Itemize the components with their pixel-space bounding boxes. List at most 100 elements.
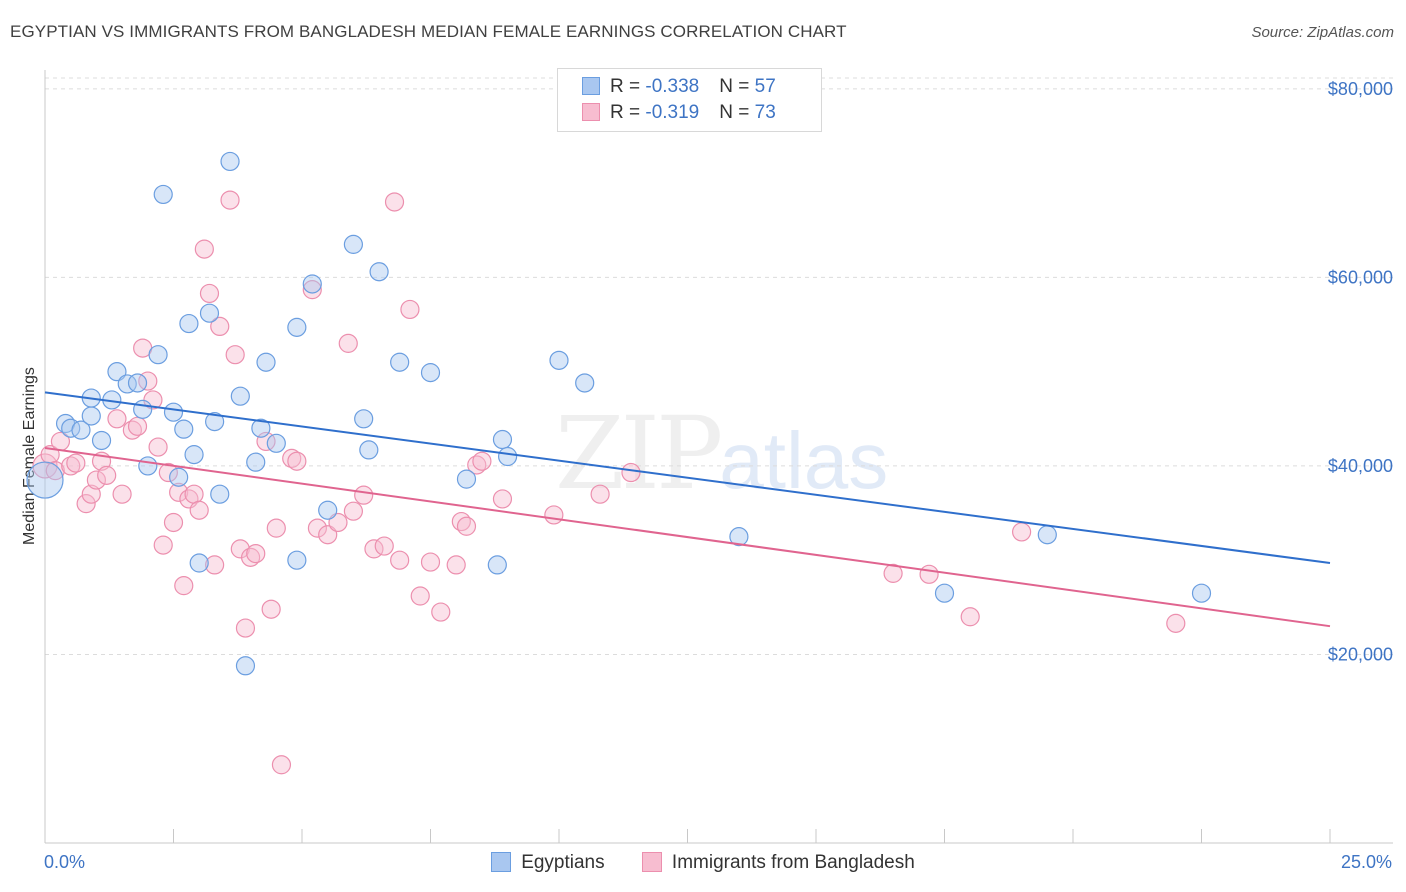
trend-lines (44, 391, 1331, 628)
x-tick-label-min: 0.0% (44, 852, 86, 872)
bangladesh-point (431, 602, 451, 622)
egyptians-legend-label: Egyptians (521, 852, 605, 873)
bangladesh-point (492, 489, 513, 509)
bangladesh-legend-swatch (641, 852, 662, 872)
egyptians-point (354, 409, 374, 429)
egyptians-point (492, 429, 513, 450)
bangladesh-point (246, 543, 266, 564)
legend-row-bangladesh: R = -0.319 N = 73 (582, 102, 776, 124)
bangladesh-legend-label: Immigrants from Bangladesh (671, 852, 915, 873)
grid-lines (45, 77, 1393, 655)
egyptians-points (26, 151, 1212, 676)
bangladesh-points (32, 190, 1186, 775)
egyptians-swatch (582, 77, 600, 95)
egyptians-n-value: 57 (754, 76, 776, 97)
bangladesh-point (76, 494, 96, 514)
bangladesh-point (225, 345, 245, 365)
bangladesh-point (410, 586, 430, 606)
bangladesh-point (271, 755, 292, 775)
bangladesh-point (282, 448, 302, 468)
egyptians-point (235, 656, 256, 676)
egyptians-point (184, 445, 204, 465)
y-tick-label: $40,000 (1328, 456, 1393, 476)
egyptians-point (934, 583, 955, 603)
bangladesh-point (544, 505, 564, 525)
bangladesh-point (220, 190, 240, 210)
egyptians-point (287, 317, 307, 337)
bangladesh-point (127, 416, 148, 436)
bangladesh-r-label: R = (610, 102, 646, 123)
egyptians-point (1037, 525, 1057, 545)
egyptians-point (302, 274, 322, 294)
bangladesh-point (307, 518, 328, 538)
egyptians-point (318, 500, 338, 520)
bangladesh-point (66, 453, 86, 473)
egyptians-point (498, 446, 518, 467)
egyptians-legend-swatch (491, 852, 512, 872)
egyptians-point (1191, 583, 1212, 603)
bangladesh-point (400, 299, 420, 320)
axes (44, 70, 1393, 844)
watermark-atlas: atlas (719, 416, 889, 505)
watermark-zip: ZIP (555, 395, 723, 512)
bangladesh-trend-line (44, 447, 1331, 628)
bangladesh-point (184, 484, 204, 504)
egyptians-point (390, 352, 410, 372)
egyptians-point (81, 406, 101, 426)
egyptians-point (153, 184, 173, 205)
series-legend: Egyptians Immigrants from Bangladesh (0, 852, 1406, 874)
x-tick-label-max: 25.0% (1340, 852, 1392, 872)
bangladesh-point (621, 462, 641, 483)
egyptians-n-label: N = (719, 76, 755, 97)
bangladesh-point (467, 455, 487, 475)
bangladesh-point (456, 516, 477, 536)
correlation-legend: R = -0.338 N = 57 R = -0.319 N = 73 (557, 68, 822, 132)
egyptians-point (117, 374, 137, 394)
watermark: ZIPatlas (555, 395, 888, 512)
egyptians-point (256, 352, 276, 372)
bangladesh-point (328, 512, 348, 533)
egyptians-point (575, 373, 595, 393)
bangladesh-point (1166, 613, 1186, 633)
bangladesh-point (148, 437, 168, 457)
egyptians-point (729, 527, 749, 547)
egyptians-point (246, 452, 266, 472)
y-tick-label: $20,000 (1328, 644, 1393, 664)
bangladesh-point (343, 501, 363, 521)
egyptians-point (359, 440, 379, 460)
bangladesh-point (390, 550, 410, 570)
egyptians-point (91, 430, 112, 451)
y-tick-labels: $20,000 $40,000 $60,000 $80,000 (1328, 79, 1393, 665)
bangladesh-n-value: 73 (754, 102, 776, 123)
egyptians-point (251, 418, 271, 438)
egyptians-point (549, 350, 569, 370)
egyptians-point (487, 555, 507, 575)
egyptians-point (26, 461, 64, 499)
bangladesh-point (446, 555, 466, 575)
legend-item-bangladesh: Immigrants from Bangladesh (641, 852, 915, 874)
egyptians-point (127, 373, 148, 393)
legend-item-egyptians: Egyptians (491, 852, 605, 874)
bangladesh-point (174, 576, 194, 596)
bangladesh-point (318, 525, 338, 545)
bangladesh-point (338, 333, 358, 353)
bangladesh-point (112, 484, 132, 504)
bangladesh-point (302, 280, 322, 300)
bangladesh-point (189, 500, 209, 520)
egyptians-trend-line (44, 391, 1331, 565)
bangladesh-point (81, 484, 101, 504)
bangladesh-point (122, 420, 142, 440)
source-label: Source: ZipAtlas.com (1251, 24, 1394, 41)
bangladesh-point (235, 618, 256, 638)
bangladesh-point (420, 552, 441, 572)
bangladesh-n-label: N = (719, 102, 755, 123)
bangladesh-point (158, 462, 178, 483)
y-tick-label: $80,000 (1328, 79, 1393, 99)
bangladesh-point (194, 239, 214, 259)
egyptians-point (71, 420, 91, 440)
bangladesh-point (45, 461, 65, 481)
bangladesh-point (199, 283, 220, 304)
egyptians-r-label: R = (610, 76, 646, 97)
bangladesh-swatch (582, 103, 600, 121)
